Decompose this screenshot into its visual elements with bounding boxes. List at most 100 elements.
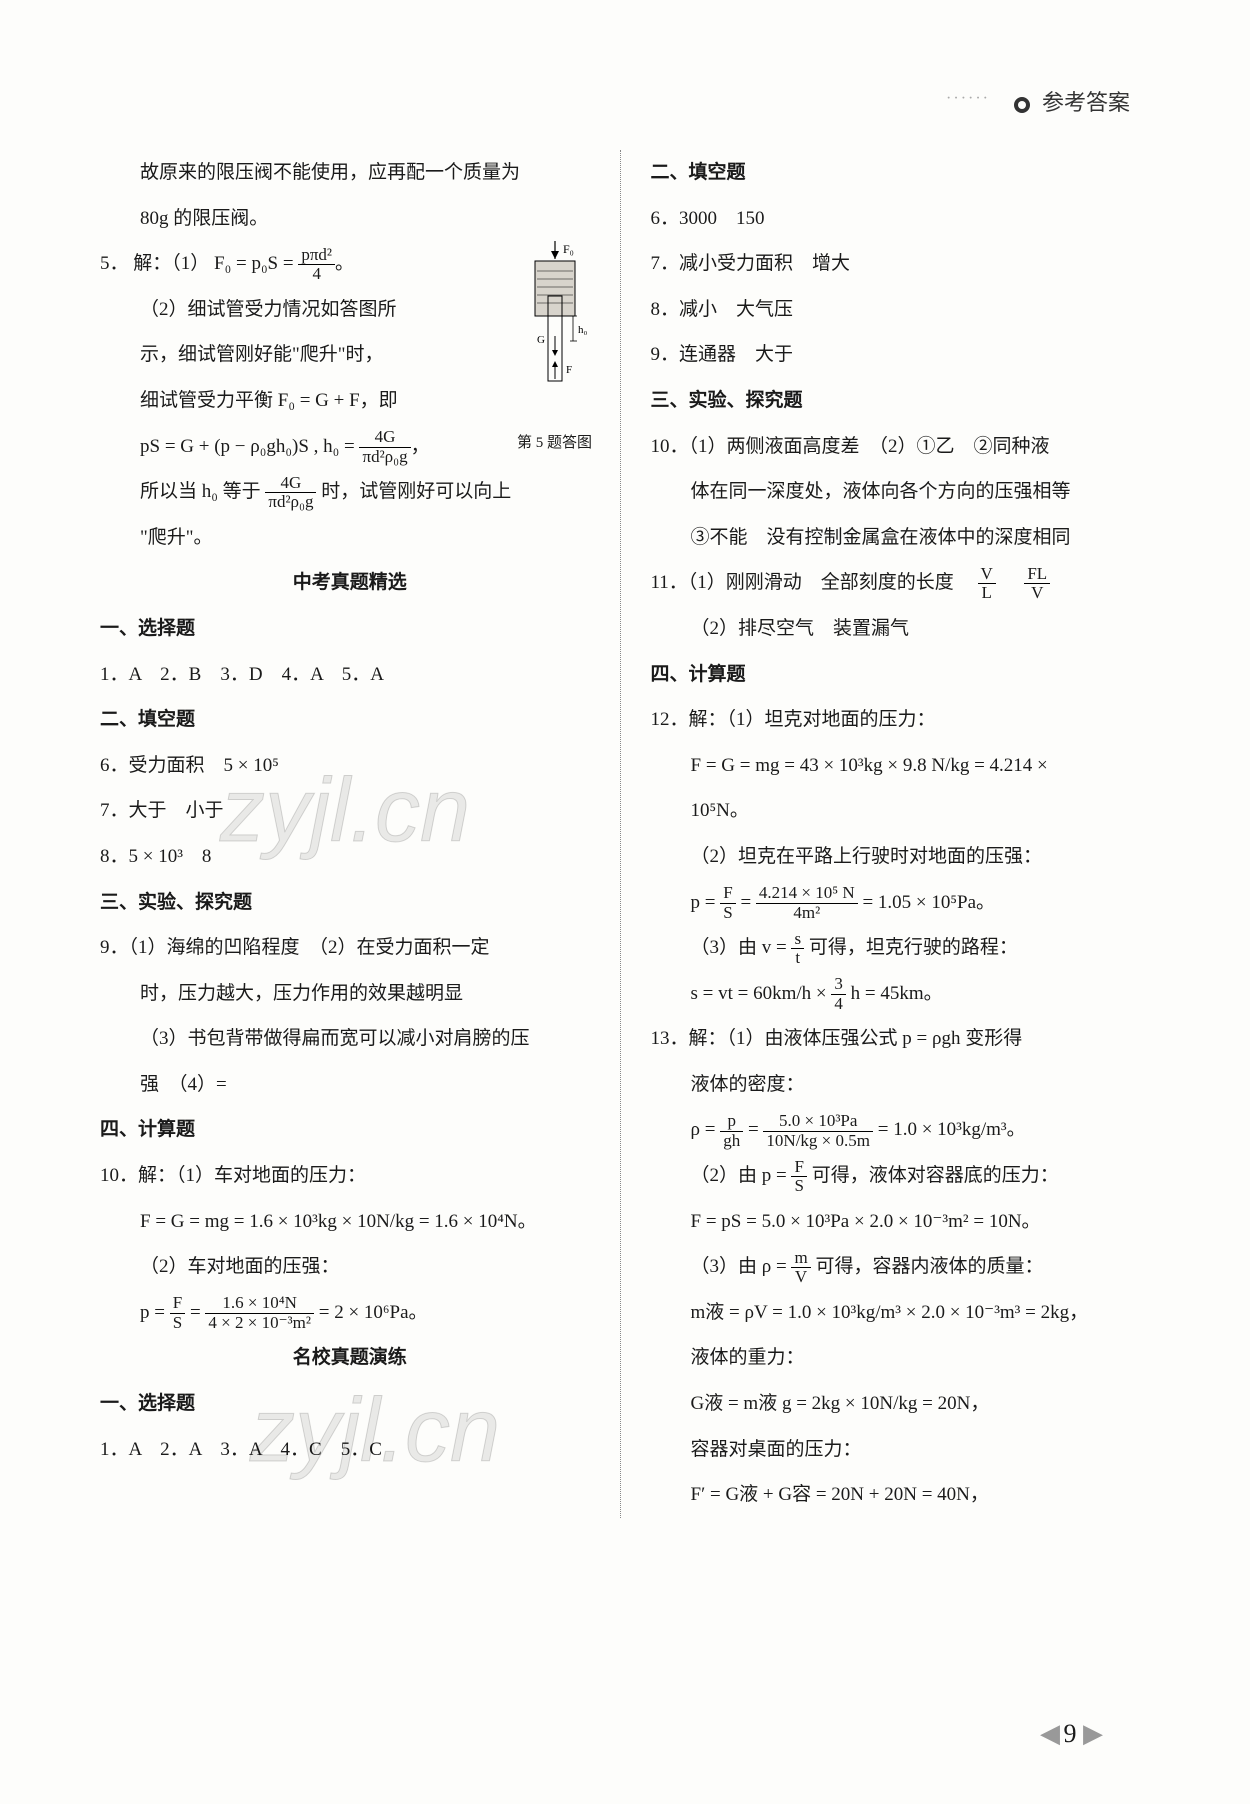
q5-expr2-lhs: pS = G + (p − ρ₀gh₀)S , h₀ = <box>140 436 359 457</box>
diag-label-h0: h₀ <box>578 324 588 336</box>
frac-num: F <box>791 1158 806 1178</box>
right-q11-l1: 11．（1）刚刚滑动 全部刻度的长度 VL FLV <box>651 560 1151 606</box>
right-q13-l2: 液体的密度： <box>651 1062 1151 1108</box>
left-q10-l3: （2）车对地面的压强： <box>100 1244 600 1290</box>
q5-p5: 所以当 h₀ 等于 4Gπd²ρ₀g 时，试管刚好可以向上 <box>100 469 600 515</box>
frac-num: F <box>720 884 735 904</box>
q5-p5-suffix: 时，试管刚好可以向上 <box>321 481 511 502</box>
rhs: = 2 × 10⁶Pa。 <box>319 1302 428 1323</box>
frac-den: 10N/kg × 0.5m <box>763 1132 873 1151</box>
triangle-left-icon: ◀ <box>1040 1719 1057 1748</box>
header-circle-icon <box>1014 97 1030 113</box>
frac-num: FL <box>1024 565 1050 585</box>
frac-den: 4 <box>831 995 846 1014</box>
frac-num: m <box>791 1249 810 1269</box>
right-q10-l1: 10．（1）两侧液面高度差 （2）①乙 ②同种液 <box>651 424 1151 470</box>
suffix: 可得，坦克行驶的路程： <box>809 937 1018 958</box>
header-dots: ······ <box>946 90 990 108</box>
content-columns: 故原来的限压阀不能使用，应再配一个质量为 80g 的限压阀。 F₀ G F <box>100 150 1150 1518</box>
frac-num: F <box>170 1294 185 1314</box>
right-q13-l1: 13．解：（1）由液体压强公式 p = ρgh 变形得 <box>651 1016 1151 1062</box>
q5-p1-prefix: 解：（1） <box>133 253 209 274</box>
q5-p6: "爬升"。 <box>100 515 600 561</box>
frac-den: V <box>791 1268 810 1287</box>
lhs: p = <box>140 1302 170 1323</box>
right-q9: 9．连通器 大于 <box>651 332 1151 378</box>
right-q13-l4: F = pS = 5.0 × 10³Pa × 2.0 × 10⁻³m² = 10… <box>651 1199 1151 1245</box>
frac-den: 4 × 2 × 10⁻³m² <box>205 1314 314 1333</box>
right-q12-l6: s = vt = 60km/h × 34 h = 45km。 <box>651 971 1151 1017</box>
lhs: p = <box>691 892 721 913</box>
left-q7: 7．大于 小于 <box>100 788 600 834</box>
frac-num: 3 <box>831 975 846 995</box>
right-sec2-title: 三、实验、探究题 <box>651 378 1151 424</box>
rhs: = 1.0 × 10³kg/m³。 <box>878 1119 1026 1140</box>
right-q7: 7．减小受力面积 增大 <box>651 241 1151 287</box>
left-q8: 8．5 × 10³ 8 <box>100 834 600 880</box>
right-q13-expr1: ρ = pgh = 5.0 × 10³Pa10N/kg × 0.5m = 1.0… <box>651 1107 1151 1153</box>
diag-label-f: F <box>566 364 572 376</box>
left-intro-1: 故原来的限压阀不能使用，应再配一个质量为 <box>100 150 600 196</box>
left-q9-l3: （3）书包背带做得扁而宽可以减小对肩膀的压 <box>100 1016 600 1062</box>
header-label-wrapper: 参考答案 <box>1014 85 1130 117</box>
right-column: 二、填空题 6．3000 150 7．减小受力面积 增大 8．减小 大气压 9．… <box>651 150 1151 1518</box>
right-q13-l8: G液 = m液 g = 2kg × 10N/kg = 20N， <box>651 1381 1151 1427</box>
prefix: （3）由 ρ = <box>691 1256 792 1277</box>
suffix: h = 45km。 <box>851 983 943 1004</box>
frac-den: L <box>978 584 996 603</box>
left-sec5-answers: 1．A 2．A 3．A 4．C 5．C <box>100 1427 600 1473</box>
left-column: 故原来的限压阀不能使用，应再配一个质量为 80g 的限压阀。 F₀ G F <box>100 150 621 1518</box>
left-q9-l2: 时，压力越大，压力作用的效果越明显 <box>100 971 600 1017</box>
right-q12-l3: 10⁵N。 <box>651 788 1151 834</box>
right-q8: 8．减小 大气压 <box>651 287 1151 333</box>
frac-num: V <box>978 565 996 585</box>
left-q6: 6．受力面积 5 × 10⁵ <box>100 743 600 789</box>
eq: = <box>748 1119 763 1140</box>
right-q12-l1: 12．解：（1）坦克对地面的压力： <box>651 697 1151 743</box>
lhs: ρ = <box>691 1119 721 1140</box>
frac-den: t <box>791 949 804 968</box>
right-q12-l4: （2）坦克在平路上行驶时对地面的压强： <box>651 834 1151 880</box>
diag-label-g: G <box>537 334 545 346</box>
left-sec1-title: 一、选择题 <box>100 606 600 652</box>
heading-mingxiao: 名校真题演练 <box>100 1335 600 1381</box>
q11-prefix: 11．（1）刚刚滑动 全部刻度的长度 <box>651 572 973 593</box>
left-sec1-answers: 1．A 2．B 3．D 4．A 5．A <box>100 652 600 698</box>
left-q10-l2: F = G = mg = 1.6 × 10³kg × 10N/kg = 1.6 … <box>100 1199 600 1245</box>
right-sec3-title: 四、计算题 <box>651 652 1151 698</box>
frac-num: p <box>720 1112 743 1132</box>
q5-expr-lhs: F₀ = p₀S = <box>214 253 298 274</box>
page-number: 9 <box>1064 1719 1077 1748</box>
right-q13-l6: m液 = ρV = 1.0 × 10³kg/m³ × 2.0 × 10⁻³m³ … <box>651 1290 1151 1336</box>
rhs: = 1.05 × 10⁵Pa。 <box>862 892 995 913</box>
suffix: 可得，液体对容器底的压力： <box>812 1165 1059 1186</box>
left-q9-l4: 强 （4）= <box>100 1062 600 1108</box>
eq: = <box>740 892 755 913</box>
left-sec2-title: 二、填空题 <box>100 697 600 743</box>
page-number-wrapper: ◀ 9 ▶ <box>1040 1719 1100 1749</box>
q5-p5-prefix: 所以当 h₀ 等于 <box>140 481 265 502</box>
frac-num: s <box>791 930 804 950</box>
right-q13-l10: F′ = G液 + G容 = 20N + 20N = 40N， <box>651 1472 1151 1518</box>
diagram-caption: 第 5 题答图 <box>510 425 600 461</box>
prefix: s = vt = 60km/h × <box>691 983 832 1004</box>
frac-den: πd²ρ₀g <box>359 448 410 467</box>
diag-label-f0: F₀ <box>563 242 574 256</box>
left-q10-expr: p = FS = 1.6 × 10⁴N4 × 2 × 10⁻³m² = 2 × … <box>100 1290 600 1336</box>
right-q10-l2: 体在同一深度处，液体向各个方向的压强相等 <box>651 469 1151 515</box>
right-q10-l3: ③不能 没有控制金属盒在液体中的深度相同 <box>651 515 1151 561</box>
left-q9-l1: 9．（1）海绵的凹陷程度 （2）在受力面积一定 <box>100 925 600 971</box>
frac-den: 4m² <box>756 904 858 923</box>
right-q6: 6．3000 150 <box>651 196 1151 242</box>
frac-num: 1.6 × 10⁴N <box>205 1294 314 1314</box>
frac-num: 4G <box>359 428 410 448</box>
frac-num: pπd² <box>298 246 335 266</box>
frac-den: S <box>791 1177 806 1196</box>
right-q13-l7: 液体的重力： <box>651 1335 1151 1381</box>
q5-diagram: F₀ G F h₀ 第 5 题答图 <box>510 241 600 461</box>
frac-den: V <box>1024 584 1050 603</box>
heading-zhongkao: 中考真题精选 <box>100 560 600 606</box>
right-q13-l5: （3）由 ρ = mV 可得，容器内液体的质量： <box>651 1244 1151 1290</box>
prefix: （3）由 v = <box>691 937 792 958</box>
right-q13-l3: （2）由 p = FS 可得，液体对容器底的压力： <box>651 1153 1151 1199</box>
